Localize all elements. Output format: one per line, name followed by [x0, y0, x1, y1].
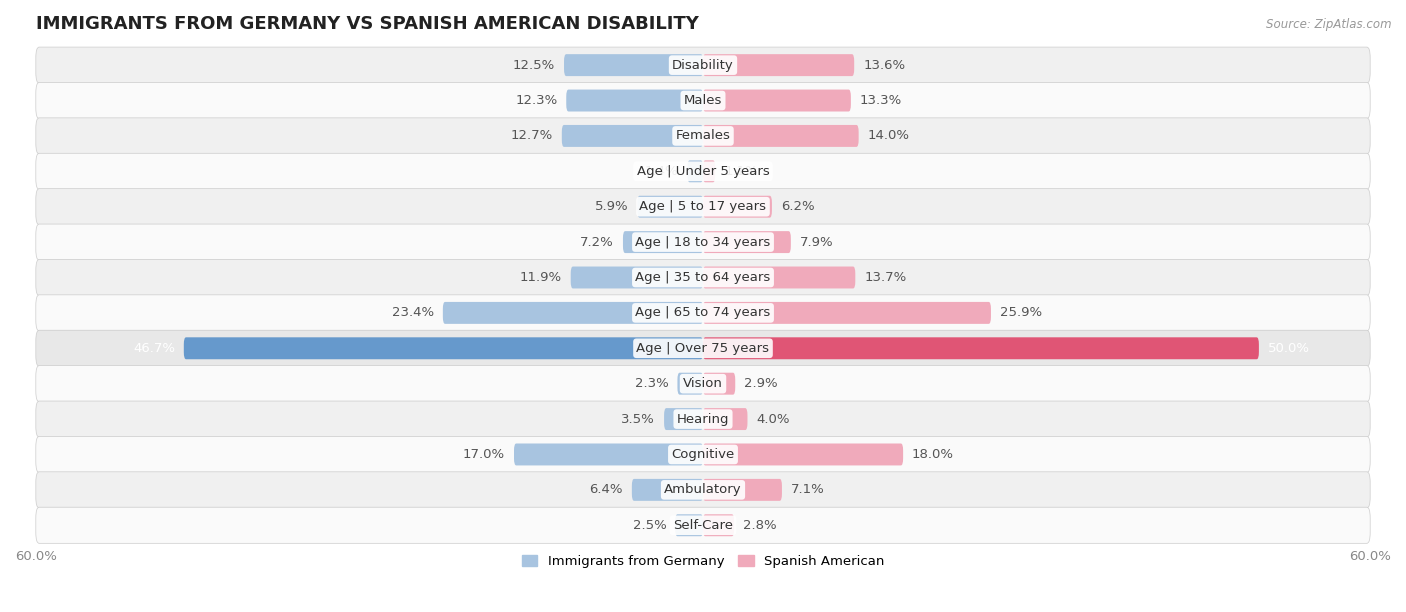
Text: Hearing: Hearing [676, 412, 730, 425]
FancyBboxPatch shape [35, 295, 1371, 331]
FancyBboxPatch shape [703, 373, 735, 395]
Text: 23.4%: 23.4% [392, 307, 434, 319]
FancyBboxPatch shape [515, 444, 703, 466]
FancyBboxPatch shape [703, 89, 851, 111]
FancyBboxPatch shape [664, 408, 703, 430]
Text: Age | 5 to 17 years: Age | 5 to 17 years [640, 200, 766, 213]
FancyBboxPatch shape [703, 266, 855, 288]
FancyBboxPatch shape [443, 302, 703, 324]
Text: 12.7%: 12.7% [510, 129, 553, 143]
Text: 2.5%: 2.5% [633, 519, 666, 532]
FancyBboxPatch shape [35, 365, 1371, 401]
FancyBboxPatch shape [703, 444, 903, 466]
FancyBboxPatch shape [35, 330, 1371, 367]
Text: Source: ZipAtlas.com: Source: ZipAtlas.com [1267, 18, 1392, 31]
FancyBboxPatch shape [688, 160, 703, 182]
Text: IMMIGRANTS FROM GERMANY VS SPANISH AMERICAN DISABILITY: IMMIGRANTS FROM GERMANY VS SPANISH AMERI… [37, 15, 699, 33]
Text: Vision: Vision [683, 377, 723, 390]
Text: Males: Males [683, 94, 723, 107]
FancyBboxPatch shape [35, 83, 1371, 119]
FancyBboxPatch shape [564, 54, 703, 76]
Text: 11.9%: 11.9% [520, 271, 562, 284]
FancyBboxPatch shape [675, 514, 703, 536]
FancyBboxPatch shape [703, 302, 991, 324]
FancyBboxPatch shape [35, 436, 1371, 472]
Text: 25.9%: 25.9% [1000, 307, 1042, 319]
FancyBboxPatch shape [703, 196, 772, 218]
Text: 12.5%: 12.5% [513, 59, 555, 72]
Text: 1.1%: 1.1% [724, 165, 758, 178]
Text: 18.0%: 18.0% [912, 448, 955, 461]
Text: 2.9%: 2.9% [744, 377, 778, 390]
FancyBboxPatch shape [703, 160, 716, 182]
Text: Disability: Disability [672, 59, 734, 72]
FancyBboxPatch shape [35, 259, 1371, 296]
Text: 13.7%: 13.7% [865, 271, 907, 284]
FancyBboxPatch shape [703, 479, 782, 501]
FancyBboxPatch shape [35, 118, 1371, 154]
FancyBboxPatch shape [637, 196, 703, 218]
Text: 5.9%: 5.9% [595, 200, 628, 213]
Text: 14.0%: 14.0% [868, 129, 910, 143]
Text: 17.0%: 17.0% [463, 448, 505, 461]
FancyBboxPatch shape [703, 231, 790, 253]
FancyBboxPatch shape [35, 47, 1371, 83]
Text: 13.3%: 13.3% [859, 94, 903, 107]
Text: 2.3%: 2.3% [634, 377, 668, 390]
Text: Age | Under 5 years: Age | Under 5 years [637, 165, 769, 178]
Text: 7.9%: 7.9% [800, 236, 834, 248]
FancyBboxPatch shape [703, 514, 734, 536]
FancyBboxPatch shape [571, 266, 703, 288]
FancyBboxPatch shape [678, 373, 703, 395]
Text: 7.1%: 7.1% [790, 483, 824, 496]
Text: Females: Females [675, 129, 731, 143]
FancyBboxPatch shape [35, 153, 1371, 189]
Text: 6.2%: 6.2% [780, 200, 814, 213]
FancyBboxPatch shape [703, 337, 1258, 359]
FancyBboxPatch shape [562, 125, 703, 147]
FancyBboxPatch shape [703, 408, 748, 430]
Text: 13.6%: 13.6% [863, 59, 905, 72]
FancyBboxPatch shape [35, 507, 1371, 543]
FancyBboxPatch shape [35, 188, 1371, 225]
Text: Age | 65 to 74 years: Age | 65 to 74 years [636, 307, 770, 319]
FancyBboxPatch shape [631, 479, 703, 501]
Text: Age | Over 75 years: Age | Over 75 years [637, 341, 769, 355]
Text: Age | 35 to 64 years: Age | 35 to 64 years [636, 271, 770, 284]
Text: Cognitive: Cognitive [672, 448, 734, 461]
FancyBboxPatch shape [703, 54, 855, 76]
FancyBboxPatch shape [184, 337, 703, 359]
Legend: Immigrants from Germany, Spanish American: Immigrants from Germany, Spanish America… [522, 555, 884, 568]
FancyBboxPatch shape [703, 125, 859, 147]
Text: 7.2%: 7.2% [581, 236, 614, 248]
FancyBboxPatch shape [35, 224, 1371, 260]
Text: Ambulatory: Ambulatory [664, 483, 742, 496]
FancyBboxPatch shape [567, 89, 703, 111]
Text: 1.4%: 1.4% [645, 165, 679, 178]
Text: 4.0%: 4.0% [756, 412, 790, 425]
FancyBboxPatch shape [35, 401, 1371, 437]
Text: 6.4%: 6.4% [589, 483, 623, 496]
Text: 46.7%: 46.7% [134, 341, 174, 355]
Text: 3.5%: 3.5% [621, 412, 655, 425]
Text: Age | 18 to 34 years: Age | 18 to 34 years [636, 236, 770, 248]
Text: 12.3%: 12.3% [515, 94, 557, 107]
Text: 50.0%: 50.0% [1268, 341, 1310, 355]
FancyBboxPatch shape [35, 472, 1371, 508]
Text: 2.8%: 2.8% [742, 519, 776, 532]
Text: Self-Care: Self-Care [673, 519, 733, 532]
FancyBboxPatch shape [623, 231, 703, 253]
